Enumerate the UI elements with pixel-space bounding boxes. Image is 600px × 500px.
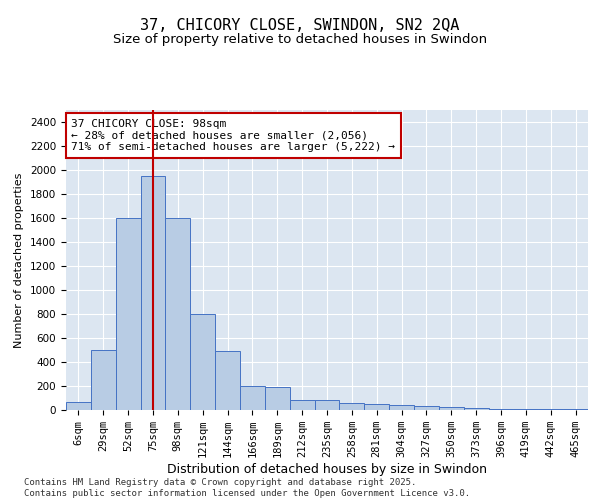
Bar — [439, 407, 464, 410]
Text: 37, CHICORY CLOSE, SWINDON, SN2 2QA: 37, CHICORY CLOSE, SWINDON, SN2 2QA — [140, 18, 460, 32]
Bar — [314, 400, 340, 410]
Bar — [364, 404, 389, 410]
Bar — [464, 408, 488, 410]
Bar — [488, 409, 514, 410]
Bar — [166, 218, 190, 410]
Bar — [66, 402, 91, 410]
Bar — [389, 405, 414, 410]
Text: 37 CHICORY CLOSE: 98sqm
← 28% of detached houses are smaller (2,056)
71% of semi: 37 CHICORY CLOSE: 98sqm ← 28% of detache… — [71, 119, 395, 152]
Y-axis label: Number of detached properties: Number of detached properties — [14, 172, 25, 348]
Bar — [190, 314, 215, 410]
Bar — [414, 406, 439, 410]
Bar — [140, 176, 166, 410]
Text: Contains HM Land Registry data © Crown copyright and database right 2025.
Contai: Contains HM Land Registry data © Crown c… — [24, 478, 470, 498]
X-axis label: Distribution of detached houses by size in Swindon: Distribution of detached houses by size … — [167, 463, 487, 476]
Bar — [340, 403, 364, 410]
Bar — [265, 387, 290, 410]
Bar — [116, 218, 140, 410]
Text: Size of property relative to detached houses in Swindon: Size of property relative to detached ho… — [113, 32, 487, 46]
Bar — [215, 351, 240, 410]
Bar — [240, 386, 265, 410]
Bar — [290, 400, 314, 410]
Bar — [91, 350, 116, 410]
